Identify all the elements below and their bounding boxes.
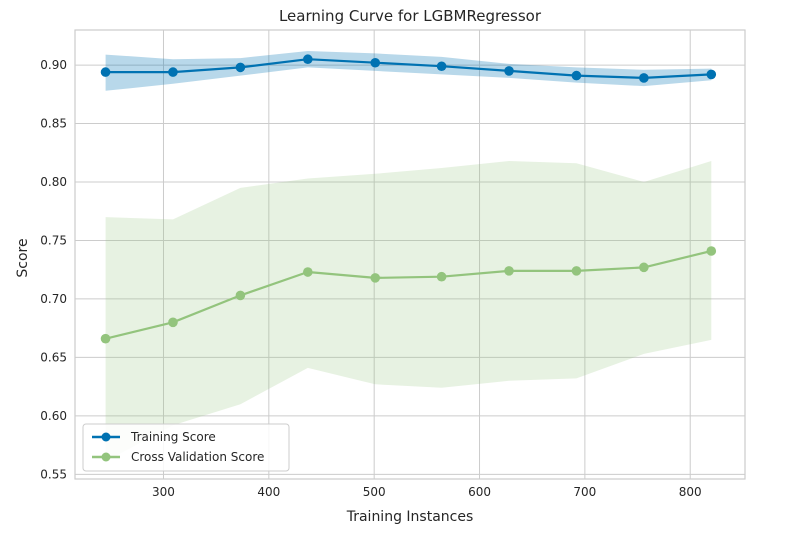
- score-lines: [105, 58, 712, 340]
- training-score-point: [303, 54, 313, 65]
- x-tick-label: 600: [468, 485, 491, 499]
- x-tick-label: 300: [152, 485, 175, 499]
- training-score-point: [504, 66, 514, 76]
- y-tick-label: 0.65: [40, 350, 67, 364]
- training-score-point: [436, 61, 447, 72]
- x-tick-label: 400: [257, 485, 280, 499]
- training-score-point: [370, 57, 381, 68]
- training-score-point: [639, 73, 649, 83]
- plot-frame: [74, 29, 746, 480]
- x-tick-label: 700: [573, 485, 596, 499]
- cross-validation-score-point: [100, 333, 111, 344]
- legend: Training Score Cross Validation Score: [82, 423, 290, 472]
- cross-validation-score-point: [370, 273, 381, 283]
- legend-marker-training: [101, 432, 111, 442]
- training-score-line: [105, 58, 712, 80]
- cross-validation-score-point: [303, 267, 313, 277]
- cross-validation-score-point: [639, 262, 649, 273]
- chart-title: Learning Curve for LGBMRegressor: [279, 7, 542, 25]
- cross-validation-score-point: [504, 266, 514, 276]
- y-tick-label: 0.80: [40, 175, 67, 189]
- cross-validation-score-point: [436, 271, 447, 282]
- y-tick-label: 0.70: [40, 292, 67, 306]
- cross-validation-score-point: [706, 246, 717, 256]
- plot-area: [74, 29, 746, 480]
- training-score-point: [235, 62, 246, 73]
- cross-validation-score-point: [168, 317, 178, 328]
- training-score-point: [571, 70, 582, 81]
- x-tick-label: 500: [363, 485, 386, 499]
- legend-marker-cross-validation: [101, 452, 111, 462]
- y-tick-label: 0.60: [40, 409, 67, 423]
- x-axis-ticks: 300 400 500 600 700 800: [152, 485, 702, 499]
- cross-validation-score-band: [105, 161, 712, 462]
- y-tick-label: 0.85: [40, 117, 67, 131]
- legend-box: [82, 423, 290, 472]
- y-tick-label: 0.55: [40, 467, 67, 481]
- y-tick-label: 0.90: [40, 58, 67, 72]
- training-score-point: [168, 67, 178, 77]
- legend-label-training: Training Score: [130, 430, 216, 444]
- cross-validation-score-point: [235, 290, 246, 301]
- training-score-point: [706, 69, 717, 80]
- y-axis-label: Score: [15, 238, 31, 277]
- cross-validation-score-line: [105, 249, 712, 340]
- training-score-band: [105, 51, 712, 91]
- cross-validation-score-point: [571, 266, 582, 276]
- score-bands: [105, 51, 712, 462]
- legend-label-cross-validation: Cross Validation Score: [131, 450, 264, 464]
- y-axis-ticks: 0.55 0.60 0.65 0.70 0.75 0.80 0.85 0.90: [40, 58, 67, 481]
- x-axis-label: Training Instances: [346, 509, 474, 525]
- y-tick-label: 0.75: [40, 233, 67, 247]
- score-points: [100, 54, 717, 344]
- x-tick-label: 800: [679, 485, 702, 499]
- training-score-point: [100, 67, 111, 77]
